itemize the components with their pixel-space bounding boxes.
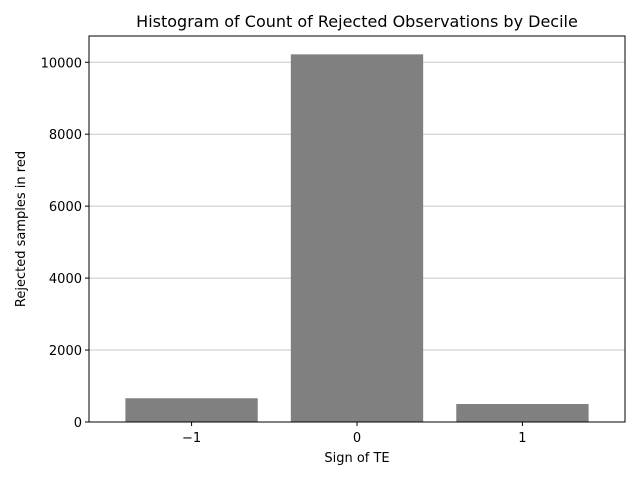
y-tick-label: 8000 — [49, 128, 82, 143]
x-tick-label: 0 — [353, 431, 361, 446]
y-axis-label: Rejected samples in red — [14, 151, 29, 307]
chart-title: Histogram of Count of Rejected Observati… — [136, 12, 578, 31]
x-axis-label: Sign of TE — [324, 451, 389, 466]
y-axis-ticks: 0 2000 4000 6000 8000 10000 — [41, 56, 89, 431]
x-tick-label: −1 — [182, 431, 201, 446]
y-tick-label: 2000 — [49, 344, 82, 359]
x-tick-label: 1 — [518, 431, 526, 446]
y-tick-label: 6000 — [49, 200, 82, 215]
bar — [125, 398, 258, 422]
x-axis-ticks: −1 0 1 — [182, 422, 527, 446]
y-tick-label: 0 — [74, 416, 82, 431]
y-tick-label: 4000 — [49, 272, 82, 287]
bars — [125, 54, 589, 423]
bar — [290, 54, 424, 423]
bar — [456, 404, 589, 422]
y-tick-label: 10000 — [41, 56, 82, 71]
